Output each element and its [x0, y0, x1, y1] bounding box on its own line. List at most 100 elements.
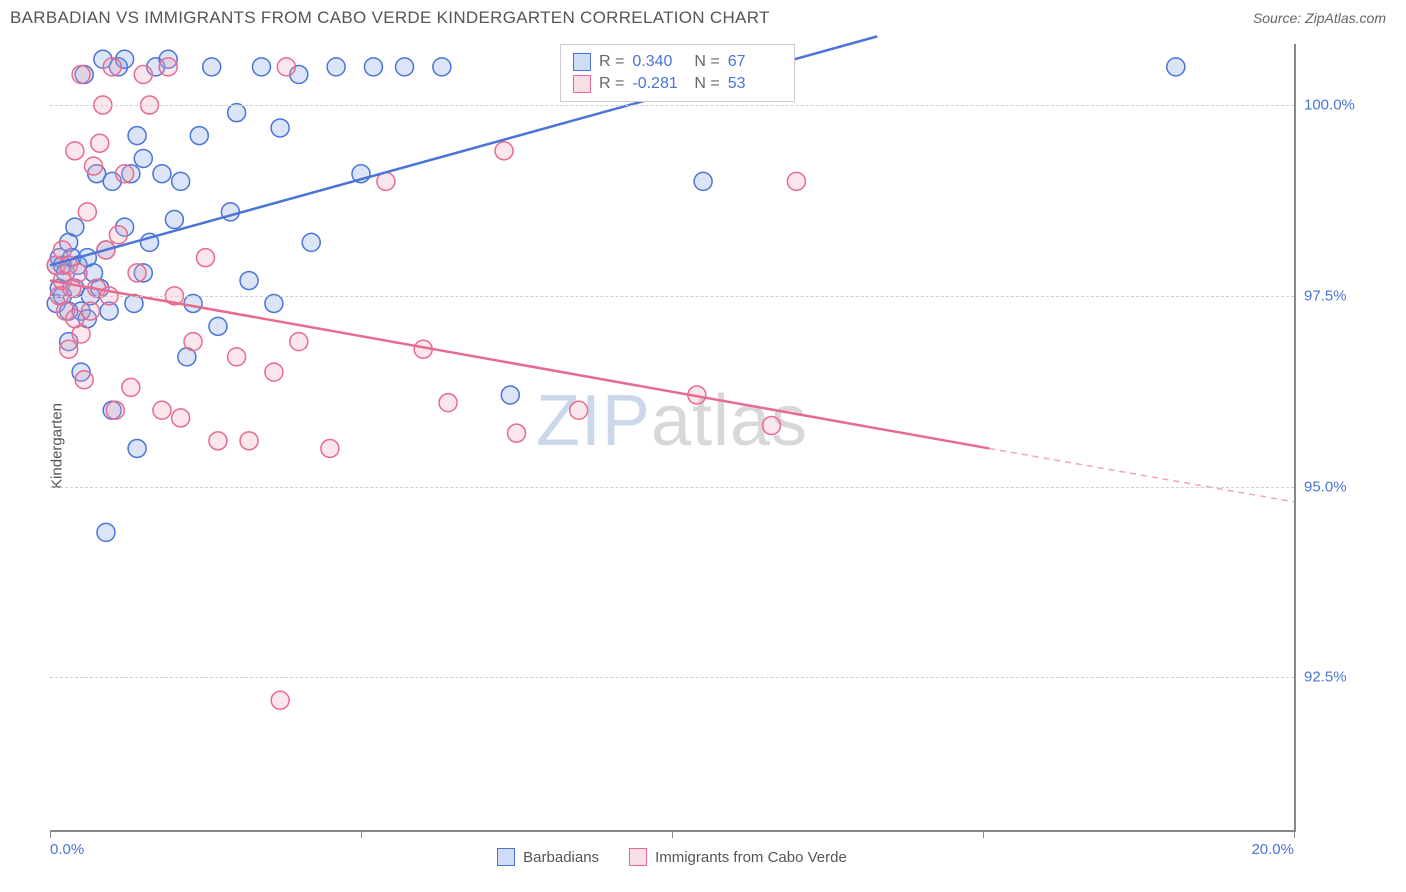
x-tick: [361, 830, 362, 838]
data-point: [72, 66, 90, 84]
chart-container: ZIPatlas R = 0.340 N = 67 R = -0.281 N =…: [50, 44, 1296, 832]
x-tick-label: 0.0%: [50, 841, 84, 858]
correlation-legend: R = 0.340 N = 67 R = -0.281 N = 53: [560, 44, 795, 102]
n-label: N =: [694, 53, 719, 71]
x-tick: [983, 830, 984, 838]
legend-item-barbadians: Barbadians: [497, 848, 599, 866]
x-tick: [672, 830, 673, 838]
data-point: [109, 226, 127, 244]
data-point: [172, 409, 190, 427]
y-tick-label: 95.0%: [1304, 478, 1364, 495]
data-point: [122, 378, 140, 396]
data-point: [134, 149, 152, 167]
data-point: [209, 317, 227, 335]
legend-label: Barbadians: [523, 849, 599, 866]
data-point: [763, 417, 781, 435]
n-value: 53: [728, 75, 782, 93]
data-point: [228, 348, 246, 366]
legend-swatch-pink: [573, 75, 591, 93]
data-point: [240, 432, 258, 450]
x-tick-label: 20.0%: [1251, 841, 1294, 858]
r-value: -0.281: [632, 75, 686, 93]
data-point: [240, 272, 258, 290]
data-point: [106, 401, 124, 419]
legend-swatch-pink: [629, 848, 647, 866]
data-point: [184, 294, 202, 312]
data-point: [694, 172, 712, 190]
data-point: [75, 371, 93, 389]
data-point: [439, 394, 457, 412]
data-point: [252, 58, 270, 76]
legend-row-barbadians: R = 0.340 N = 67: [573, 51, 782, 73]
gridline: [50, 296, 1294, 297]
data-point: [228, 104, 246, 122]
y-tick-label: 97.5%: [1304, 287, 1364, 304]
plot-area: ZIPatlas R = 0.340 N = 67 R = -0.281 N =…: [50, 44, 1294, 830]
r-label: R =: [599, 53, 624, 71]
legend-label: Immigrants from Cabo Verde: [655, 849, 847, 866]
data-point: [103, 58, 121, 76]
n-value: 67: [728, 53, 782, 71]
data-point: [78, 203, 96, 221]
regression-extension: [989, 448, 1294, 501]
data-point: [508, 424, 526, 442]
legend-swatch-blue: [573, 53, 591, 71]
data-point: [203, 58, 221, 76]
source-label: Source: ZipAtlas.com: [1253, 10, 1386, 26]
legend-row-caboverde: R = -0.281 N = 53: [573, 73, 782, 95]
data-point: [321, 439, 339, 457]
data-point: [165, 211, 183, 229]
data-point: [85, 157, 103, 175]
data-point: [128, 264, 146, 282]
n-label: N =: [694, 75, 719, 93]
scatter-plot-svg: [50, 44, 1294, 830]
gridline: [50, 677, 1294, 678]
data-point: [265, 294, 283, 312]
y-tick-label: 100.0%: [1304, 97, 1364, 114]
data-point: [190, 127, 208, 145]
data-point: [396, 58, 414, 76]
series-legend: Barbadians Immigrants from Cabo Verde: [50, 848, 1294, 866]
chart-title: BARBADIAN VS IMMIGRANTS FROM CABO VERDE …: [10, 8, 770, 28]
data-point: [69, 264, 87, 282]
data-point: [128, 127, 146, 145]
data-point: [153, 401, 171, 419]
y-tick-label: 92.5%: [1304, 669, 1364, 686]
legend-item-caboverde: Immigrants from Cabo Verde: [629, 848, 847, 866]
r-value: 0.340: [632, 53, 686, 71]
data-point: [271, 691, 289, 709]
data-point: [116, 165, 134, 183]
data-point: [209, 432, 227, 450]
data-point: [159, 58, 177, 76]
gridline: [50, 105, 1294, 106]
data-point: [91, 134, 109, 152]
data-point: [1167, 58, 1185, 76]
data-point: [72, 325, 90, 343]
data-point: [433, 58, 451, 76]
data-point: [501, 386, 519, 404]
data-point: [570, 401, 588, 419]
data-point: [60, 340, 78, 358]
data-point: [66, 142, 84, 160]
data-point: [184, 333, 202, 351]
data-point: [153, 165, 171, 183]
data-point: [265, 363, 283, 381]
data-point: [364, 58, 382, 76]
data-point: [302, 233, 320, 251]
data-point: [495, 142, 513, 160]
legend-swatch-blue: [497, 848, 515, 866]
data-point: [271, 119, 289, 137]
data-point: [787, 172, 805, 190]
x-tick: [1294, 830, 1295, 838]
data-point: [327, 58, 345, 76]
data-point: [66, 218, 84, 236]
data-point: [134, 66, 152, 84]
data-point: [97, 523, 115, 541]
gridline: [50, 487, 1294, 488]
data-point: [128, 439, 146, 457]
r-label: R =: [599, 75, 624, 93]
data-point: [172, 172, 190, 190]
data-point: [81, 302, 99, 320]
data-point: [277, 58, 295, 76]
data-point: [290, 333, 308, 351]
